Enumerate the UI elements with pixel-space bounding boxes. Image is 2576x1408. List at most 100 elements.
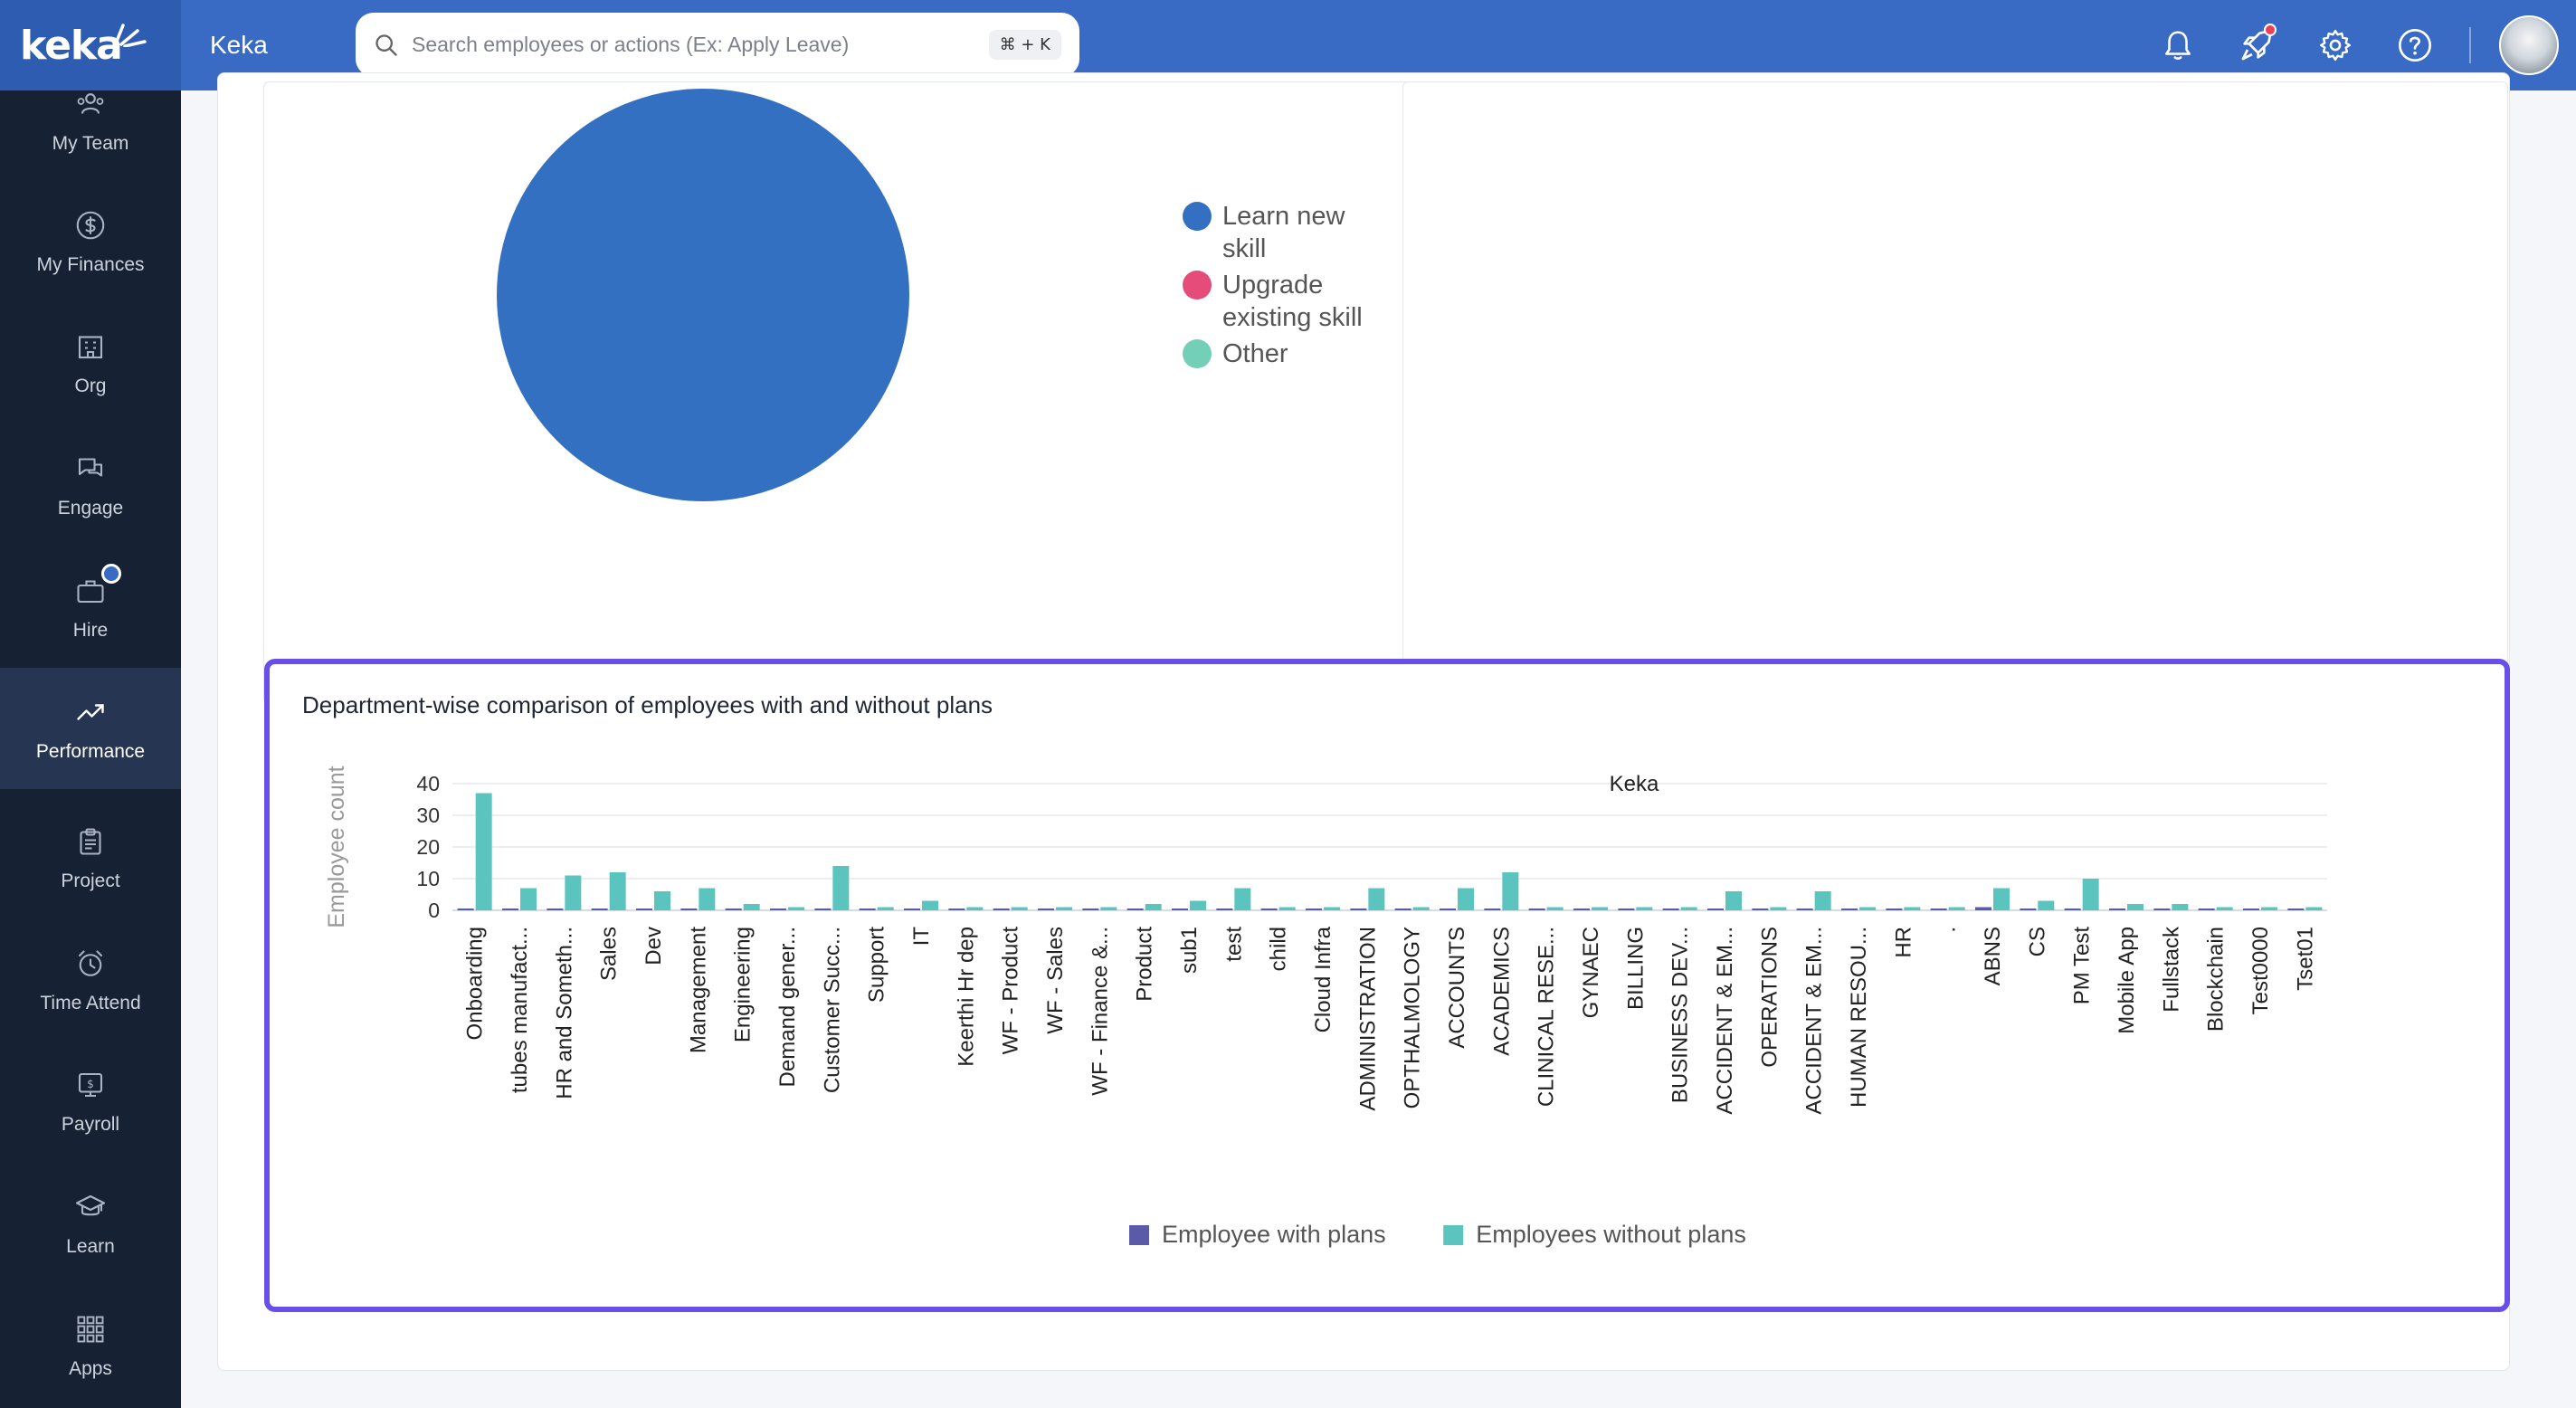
bar (1306, 909, 1322, 910)
sidebar-item-label: Project (61, 870, 120, 891)
bar (1412, 907, 1430, 910)
bar (832, 866, 850, 910)
bar (1680, 907, 1697, 910)
x-tick-label: WF - Sales (1043, 927, 1068, 1034)
sidebar-item-learn[interactable]: Learn (0, 1163, 181, 1284)
bar (2082, 879, 2099, 910)
sidebar-item-project[interactable]: Project (0, 797, 181, 918)
x-tick-label: WF - Finance &... (1088, 927, 1112, 1096)
bar (2020, 909, 2037, 910)
bar (1100, 907, 1117, 910)
bar (565, 875, 582, 910)
avatar[interactable] (2499, 15, 2559, 75)
logo[interactable]: keka (0, 0, 181, 90)
sidebar-item-time-attend[interactable]: Time Attend (0, 919, 181, 1041)
bar-chart: 0 10 20 30 40 Employee count Keka Onboarding tub… (324, 766, 2327, 1248)
sidebar-item-org[interactable]: Org (0, 302, 181, 423)
x-tick-label: OPERATIONS (1757, 927, 1782, 1068)
alarm-icon (72, 946, 109, 982)
sidebar-item-label: Engage (57, 498, 124, 518)
bar (2038, 900, 2055, 910)
trend-icon (72, 694, 109, 730)
bar (1350, 909, 1367, 910)
bar (1368, 888, 1385, 910)
bar (1592, 907, 1608, 910)
sidebar-item-payroll[interactable]: $ Payroll (0, 1041, 181, 1162)
sidebar-item-label: My Team (52, 133, 129, 154)
bar (1636, 907, 1653, 910)
bar (2172, 904, 2189, 910)
x-tick-label: Dev (642, 927, 666, 966)
bar (2109, 909, 2125, 910)
bar (904, 909, 920, 910)
clipboard-icon (72, 823, 109, 860)
bar (502, 909, 518, 910)
sidebar-item-hire[interactable]: Hire (0, 547, 181, 668)
sidebar-item-performance[interactable]: Performance (0, 668, 181, 789)
sidebar: My Team My Finances Org Engage Hire Perf… (0, 90, 181, 1408)
search-input[interactable] (412, 33, 989, 57)
x-tick-label: CS (2025, 927, 2049, 956)
bar (2305, 907, 2323, 910)
sidebar-item-apps[interactable]: Apps (0, 1285, 181, 1406)
bar (1038, 909, 1054, 910)
bar (609, 872, 626, 910)
sidebar-item-my-team[interactable]: My Team (0, 60, 181, 181)
bar (1930, 909, 1947, 910)
sidebar-item-my-finances[interactable]: My Finances (0, 181, 181, 302)
help-icon[interactable] (2395, 25, 2435, 65)
briefcase-icon (72, 564, 121, 609)
team-icon (72, 86, 109, 122)
bell-icon[interactable] (2158, 25, 2198, 65)
payslip-icon: $ (72, 1067, 109, 1103)
x-tick-label: PM Test (2070, 927, 2095, 1005)
gear-icon[interactable] (2315, 25, 2355, 65)
sidebar-item-label: Hire (72, 620, 109, 641)
bar (1546, 907, 1564, 910)
bar (2127, 904, 2143, 910)
org-name[interactable]: Keka (210, 31, 268, 59)
bar (1145, 904, 1162, 910)
pie-chart[interactable] (490, 82, 916, 508)
bar (1172, 909, 1188, 910)
x-tick-label: CLINICAL RESE... (1535, 927, 1559, 1107)
hire-notification-dot (101, 564, 121, 584)
pie-legend: Learn new skill Upgrade existing skill Oth… (1183, 200, 1363, 374)
search-bar[interactable]: ⌘ + K (356, 13, 1079, 77)
bar (1260, 909, 1278, 910)
legend-item-other[interactable]: Other (1183, 338, 1363, 370)
x-tick-label: WF - Product (999, 927, 1023, 1055)
main-content: Learn new skill Upgrade existing skill Oth… (181, 72, 2576, 1408)
bar (1278, 907, 1296, 910)
x-tick-label: tubes manufact... (508, 927, 532, 1093)
x-tick-label: Tset01 (2293, 927, 2317, 991)
bar (1770, 907, 1787, 910)
x-tick-label: HR (1891, 927, 1915, 958)
sidebar-item-label: Payroll (61, 1114, 120, 1135)
x-tick-label: ACCIDENT & EM... (1802, 927, 1827, 1115)
y-tick-label: 10 (416, 867, 440, 890)
x-tick-label: Engineering (731, 927, 756, 1042)
legend-swatch (1183, 271, 1212, 300)
x-tick-label: IT (909, 927, 934, 947)
legend-label: Other (1222, 339, 1288, 368)
logo-rays-icon (114, 24, 147, 47)
bar (1011, 907, 1028, 910)
bar (993, 909, 1010, 910)
bar (1056, 907, 1072, 910)
empty-panel (1402, 81, 2508, 703)
pie-slice-learn-new-skill[interactable] (497, 89, 909, 501)
legend-item-learn-new-skill[interactable]: Learn new skill (1183, 200, 1363, 265)
department-chart-card: Department-wise comparison of employees … (264, 659, 2510, 1312)
bar (520, 888, 537, 910)
bar (1502, 872, 1519, 910)
legend-item-upgrade-existing-skill[interactable]: Upgrade existing skill (1183, 269, 1363, 334)
rocket-icon[interactable] (2237, 24, 2277, 65)
legend-label: Upgrade (1222, 271, 1324, 300)
bar (948, 909, 965, 910)
x-tick-label: Product (1133, 927, 1157, 1002)
x-tick-label: HUMAN RESOU... (1847, 927, 1871, 1108)
bar (2216, 907, 2233, 910)
sidebar-item-engage[interactable]: Engage (0, 424, 181, 546)
bar (877, 907, 894, 910)
